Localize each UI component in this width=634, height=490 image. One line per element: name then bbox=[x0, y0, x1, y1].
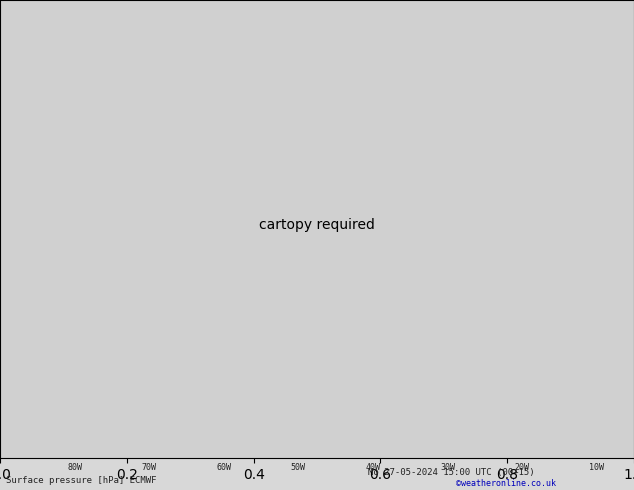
Text: 10W: 10W bbox=[589, 463, 604, 471]
Text: 50W: 50W bbox=[291, 463, 306, 471]
Text: Surface pressure [hPa] ECMWF: Surface pressure [hPa] ECMWF bbox=[6, 476, 157, 485]
Text: 40W: 40W bbox=[365, 463, 380, 471]
Text: 30W: 30W bbox=[440, 463, 455, 471]
Text: 20W: 20W bbox=[515, 463, 529, 471]
Text: Mo 27-05-2024 15:00 UTC (00+15): Mo 27-05-2024 15:00 UTC (00+15) bbox=[368, 468, 534, 477]
Text: cartopy required: cartopy required bbox=[259, 218, 375, 232]
Text: 80W: 80W bbox=[67, 463, 82, 471]
Text: 60W: 60W bbox=[216, 463, 231, 471]
Text: ©weatheronline.co.uk: ©weatheronline.co.uk bbox=[456, 479, 557, 489]
Text: 70W: 70W bbox=[141, 463, 157, 471]
